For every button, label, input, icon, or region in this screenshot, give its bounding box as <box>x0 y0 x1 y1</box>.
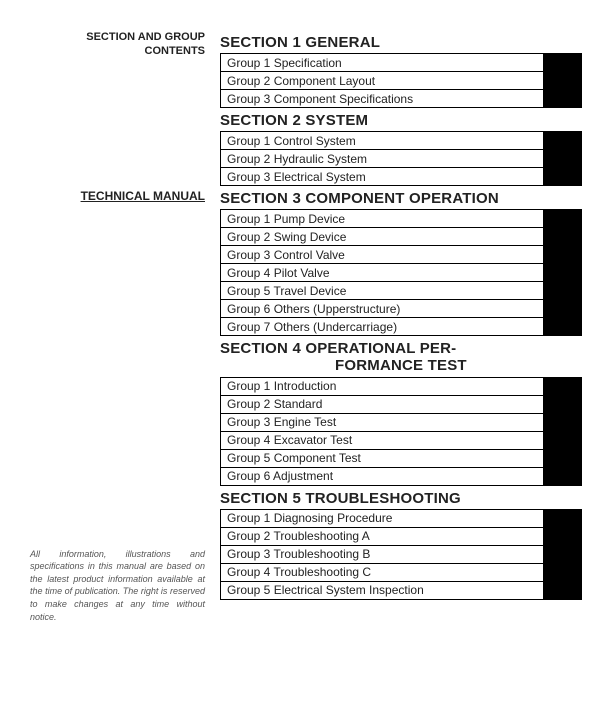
toc-table: Group 1 SpecificationGroup 2 Component L… <box>220 53 582 108</box>
group-label: Group 1 Diagnosing Procedure <box>221 509 544 527</box>
group-label: Group 2 Swing Device <box>221 228 544 246</box>
toc-table: Group 1 Pump DeviceGroup 2 Swing DeviceG… <box>220 209 582 336</box>
section-title: SECTION 2 SYSTEM <box>220 112 582 129</box>
toc-column: SECTION 1 GENERALGroup 1 SpecificationGr… <box>220 30 590 696</box>
table-row: Group 7 Others (Undercarriage) <box>221 318 582 336</box>
thumb-tab <box>544 264 582 282</box>
table-row: Group 5 Electrical System Inspection <box>221 581 582 599</box>
table-row: Group 5 Travel Device <box>221 282 582 300</box>
group-label: Group 5 Travel Device <box>221 282 544 300</box>
group-label: Group 3 Component Specifications <box>221 90 544 108</box>
thumb-tab <box>544 132 582 150</box>
table-row: Group 1 Specification <box>221 54 582 72</box>
table-row: Group 5 Component Test <box>221 449 582 467</box>
group-label: Group 1 Pump Device <box>221 210 544 228</box>
page: SECTION AND GROUP CONTENTS TECHNICAL MAN… <box>0 0 600 706</box>
thumb-tab <box>544 246 582 264</box>
group-label: Group 3 Electrical System <box>221 168 544 186</box>
thumb-tab <box>544 395 582 413</box>
section-group-title: SECTION AND GROUP CONTENTS <box>30 30 205 59</box>
section-title: SECTION 5 TROUBLESHOOTING <box>220 490 582 507</box>
table-row: Group 6 Others (Upperstructure) <box>221 300 582 318</box>
sg-line1: SECTION AND GROUP <box>86 31 205 43</box>
table-row: Group 3 Electrical System <box>221 168 582 186</box>
table-row: Group 3 Control Valve <box>221 246 582 264</box>
group-label: Group 5 Component Test <box>221 449 544 467</box>
thumb-tab <box>544 210 582 228</box>
table-row: Group 1 Pump Device <box>221 210 582 228</box>
table-row: Group 2 Troubleshooting A <box>221 527 582 545</box>
group-label: Group 4 Troubleshooting C <box>221 563 544 581</box>
group-label: Group 2 Hydraulic System <box>221 150 544 168</box>
toc-table: Group 1 Control SystemGroup 2 Hydraulic … <box>220 131 582 186</box>
group-label: Group 6 Adjustment <box>221 467 544 485</box>
group-label: Group 2 Troubleshooting A <box>221 527 544 545</box>
thumb-tab <box>544 467 582 485</box>
section-title: SECTION 4 OPERATIONAL PER-FORMANCE TEST <box>220 340 582 375</box>
group-label: Group 3 Engine Test <box>221 413 544 431</box>
table-row: Group 3 Engine Test <box>221 413 582 431</box>
table-row: Group 4 Troubleshooting C <box>221 563 582 581</box>
thumb-tab <box>544 72 582 90</box>
thumb-tab <box>544 581 582 599</box>
table-row: Group 4 Pilot Valve <box>221 264 582 282</box>
section-title: SECTION 1 GENERAL <box>220 34 582 51</box>
table-row: Group 1 Control System <box>221 132 582 150</box>
toc-table: Group 1 Diagnosing ProcedureGroup 2 Trou… <box>220 509 582 600</box>
table-row: Group 6 Adjustment <box>221 467 582 485</box>
thumb-tab <box>544 282 582 300</box>
thumb-tab <box>544 527 582 545</box>
group-label: Group 2 Component Layout <box>221 72 544 90</box>
thumb-tab <box>544 545 582 563</box>
thumb-tab <box>544 54 582 72</box>
group-label: Group 1 Control System <box>221 132 544 150</box>
left-column: SECTION AND GROUP CONTENTS TECHNICAL MAN… <box>10 30 220 696</box>
sg-line2: CONTENTS <box>145 45 206 57</box>
thumb-tab <box>544 449 582 467</box>
group-label: Group 3 Control Valve <box>221 246 544 264</box>
disclaimer-text: All information, illustrations and speci… <box>30 548 205 624</box>
table-row: Group 2 Hydraulic System <box>221 150 582 168</box>
table-row: Group 1 Diagnosing Procedure <box>221 509 582 527</box>
group-label: Group 1 Introduction <box>221 377 544 395</box>
table-row: Group 3 Troubleshooting B <box>221 545 582 563</box>
group-label: Group 7 Others (Undercarriage) <box>221 318 544 336</box>
thumb-tab <box>544 431 582 449</box>
thumb-tab <box>544 318 582 336</box>
table-row: Group 3 Component Specifications <box>221 90 582 108</box>
thumb-tab <box>544 563 582 581</box>
table-row: Group 4 Excavator Test <box>221 431 582 449</box>
thumb-tab <box>544 377 582 395</box>
table-row: Group 2 Swing Device <box>221 228 582 246</box>
group-label: Group 6 Others (Upperstructure) <box>221 300 544 318</box>
thumb-tab <box>544 509 582 527</box>
group-label: Group 2 Standard <box>221 395 544 413</box>
table-row: Group 1 Introduction <box>221 377 582 395</box>
thumb-tab <box>544 413 582 431</box>
group-label: Group 3 Troubleshooting B <box>221 545 544 563</box>
thumb-tab <box>544 228 582 246</box>
thumb-tab <box>544 300 582 318</box>
section-title: SECTION 3 COMPONENT OPERATION <box>220 190 582 207</box>
group-label: Group 5 Electrical System Inspection <box>221 581 544 599</box>
group-label: Group 4 Excavator Test <box>221 431 544 449</box>
group-label: Group 4 Pilot Valve <box>221 264 544 282</box>
thumb-tab <box>544 168 582 186</box>
thumb-tab <box>544 90 582 108</box>
toc-table: Group 1 IntroductionGroup 2 StandardGrou… <box>220 377 582 486</box>
group-label: Group 1 Specification <box>221 54 544 72</box>
technical-manual-title: TECHNICAL MANUAL <box>30 189 205 203</box>
thumb-tab <box>544 150 582 168</box>
table-row: Group 2 Component Layout <box>221 72 582 90</box>
table-row: Group 2 Standard <box>221 395 582 413</box>
